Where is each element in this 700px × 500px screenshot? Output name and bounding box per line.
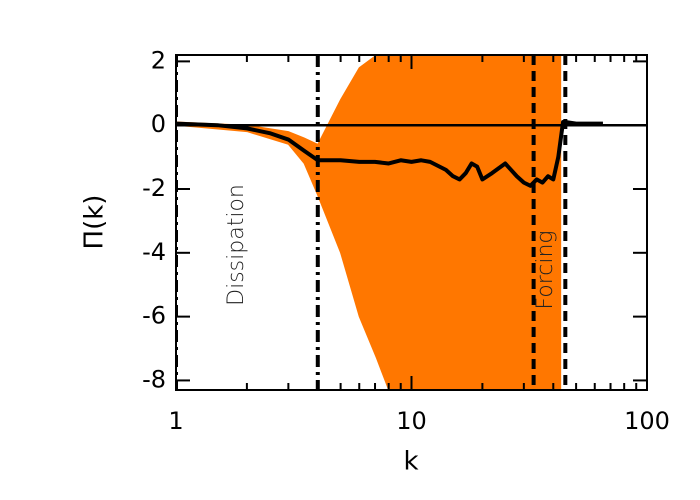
x-tick-label: 100 <box>624 407 670 435</box>
annotation: Forcing <box>533 230 558 309</box>
y-tick-label: -2 <box>142 174 166 202</box>
x-tick-label: 10 <box>396 407 427 435</box>
y-tick-label: -4 <box>142 238 166 266</box>
y-tick-label: 0 <box>151 110 166 138</box>
y-tick-label: 2 <box>151 46 166 74</box>
x-axis-label: k <box>403 447 418 477</box>
spread-band <box>176 55 562 390</box>
y-tick-label: -8 <box>142 365 166 393</box>
series-line <box>176 120 603 188</box>
y-tick-label: -6 <box>142 302 166 330</box>
annotation: Dissipation <box>224 184 249 306</box>
plot-area <box>176 55 647 390</box>
x-tick-label: 1 <box>168 407 183 435</box>
y-axis-label: Π(k) <box>80 195 110 250</box>
